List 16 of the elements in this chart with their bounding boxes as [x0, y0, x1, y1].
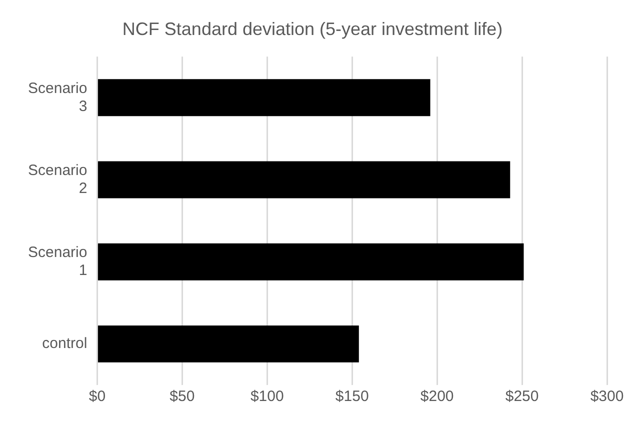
x-tick-label: $200: [420, 388, 454, 406]
y-tick-label: control: [42, 335, 88, 352]
x-tick-label: $0: [88, 388, 106, 406]
chart-title: NCF Standard deviation (5-year investment life): [122, 18, 503, 39]
y-tick-label: Scenario 1: [28, 244, 88, 279]
x-tick-label: $100: [250, 388, 284, 406]
bar: [98, 243, 524, 280]
x-tick-label: $50: [170, 388, 195, 406]
y-tick-label: Scenario 2: [28, 162, 88, 197]
x-tick-label: $150: [335, 388, 369, 406]
x-tick-label: $300: [590, 388, 624, 406]
x-tick-label: $250: [505, 388, 539, 406]
y-tick-label: Scenario 3: [28, 80, 88, 115]
bar: [98, 161, 510, 198]
bar: [98, 79, 430, 116]
bar: [98, 325, 359, 362]
